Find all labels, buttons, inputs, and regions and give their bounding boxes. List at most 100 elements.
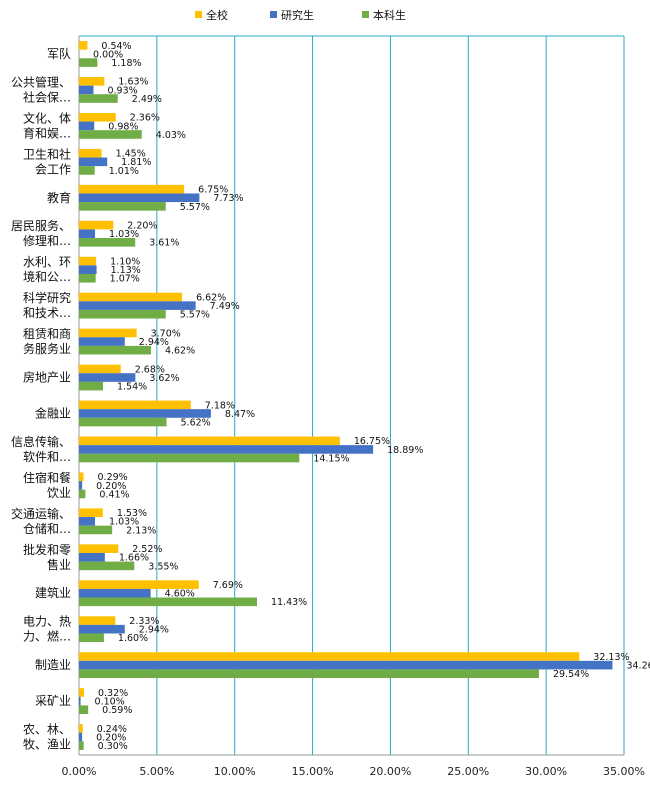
data-label: 32.13%	[593, 652, 629, 663]
data-label: 7.69%	[213, 580, 243, 591]
category-label: 电力、热	[23, 615, 71, 629]
bar	[79, 166, 95, 175]
category-label: 会工作	[35, 162, 71, 176]
data-label: 2.94%	[139, 337, 169, 348]
category-label: 批发和零	[23, 542, 71, 557]
bar	[79, 561, 135, 571]
category-label: 育和娱…	[23, 125, 71, 140]
bar	[79, 688, 84, 697]
bar	[79, 148, 102, 158]
category-label: 租赁和商	[23, 326, 71, 341]
data-label: 0.59%	[102, 705, 132, 716]
x-tick-label: 25.00%	[447, 765, 489, 778]
category-label: 教育	[47, 190, 71, 205]
data-label: 4.03%	[156, 130, 186, 141]
data-label: 0.41%	[99, 489, 129, 500]
x-tick-label: 5.00%	[139, 765, 174, 778]
data-label: 1.81%	[121, 157, 151, 168]
data-label: 2.49%	[132, 94, 162, 105]
data-label: 4.60%	[165, 589, 195, 600]
legend-swatch	[362, 11, 369, 18]
legend-label: 全校	[206, 8, 228, 22]
data-label: 2.13%	[126, 525, 156, 536]
category-label: 和技术…	[23, 306, 71, 320]
category-label: 力、燃…	[23, 629, 71, 644]
category-label: 牧、渔业	[23, 738, 71, 752]
category-label: 信息传输、	[11, 434, 71, 449]
bar	[79, 597, 257, 607]
data-label: 1.07%	[110, 274, 140, 285]
category-label: 建筑业	[35, 585, 71, 600]
bar	[79, 41, 88, 50]
category-label: 卫生和社	[23, 146, 71, 161]
bar	[79, 517, 96, 526]
data-label: 16.75%	[354, 436, 390, 447]
bar	[79, 273, 96, 283]
data-label: 4.62%	[165, 346, 195, 357]
bar	[79, 669, 539, 679]
data-label: 0.32%	[98, 688, 128, 699]
data-label: 2.20%	[127, 221, 157, 232]
bar	[79, 409, 211, 418]
data-label: 7.18%	[205, 400, 235, 411]
category-label: 软件和…	[23, 450, 71, 464]
x-tick-label: 35.00%	[603, 765, 645, 778]
data-label: 18.89%	[387, 445, 423, 456]
category-label: 饮业	[47, 486, 71, 500]
bar	[79, 472, 84, 482]
category-label: 住宿和餐	[23, 470, 71, 485]
bar	[79, 660, 613, 670]
legend: 全校 研究生 本科生	[195, 8, 406, 22]
bar	[79, 373, 136, 382]
category-label: 房地产业	[23, 370, 71, 385]
data-label: 3.70%	[151, 328, 181, 339]
data-label: 11.43%	[271, 597, 307, 608]
bar	[79, 256, 97, 266]
data-label: 0.24%	[97, 724, 127, 735]
category-label: 交通运输、	[11, 506, 71, 521]
bar	[79, 616, 116, 625]
bar	[79, 525, 113, 535]
bar	[79, 588, 151, 598]
data-label: 2.94%	[139, 625, 169, 636]
bar	[79, 238, 136, 247]
data-label: 1.66%	[119, 553, 149, 564]
data-label: 2.33%	[129, 616, 159, 627]
bar	[79, 58, 98, 67]
bar	[79, 580, 199, 589]
bar	[79, 121, 95, 131]
legend-swatch	[195, 11, 202, 18]
category-label: 务服务业	[23, 341, 71, 356]
data-label: 1.03%	[109, 517, 139, 528]
bar	[79, 696, 81, 706]
bar	[79, 481, 83, 490]
data-label: 3.62%	[149, 373, 179, 384]
data-label: 1.45%	[116, 149, 146, 160]
category-label: 社会保…	[23, 89, 71, 104]
x-tick-label: 0.00%	[62, 765, 97, 778]
data-label: 2.36%	[130, 113, 160, 124]
bar	[79, 741, 84, 750]
data-label: 1.60%	[118, 633, 148, 644]
category-label: 军队	[47, 46, 71, 61]
data-label: 0.29%	[98, 472, 128, 483]
bar	[79, 652, 580, 661]
data-label: 1.53%	[117, 508, 147, 519]
bar	[79, 220, 114, 230]
bar	[79, 436, 340, 446]
x-tick-label: 15.00%	[292, 765, 334, 778]
data-label: 1.63%	[118, 77, 148, 88]
category-label: 金融业	[35, 405, 71, 420]
category-label: 制造业	[35, 658, 71, 672]
bar	[79, 337, 125, 346]
bar	[79, 381, 103, 391]
bar	[79, 130, 142, 139]
category-label: 采矿业	[35, 694, 71, 708]
data-label: 1.03%	[109, 229, 139, 240]
data-label: 0.10%	[95, 696, 125, 707]
data-label: 7.73%	[213, 193, 243, 204]
data-label: 1.54%	[117, 382, 147, 393]
data-label: 7.49%	[210, 301, 240, 312]
